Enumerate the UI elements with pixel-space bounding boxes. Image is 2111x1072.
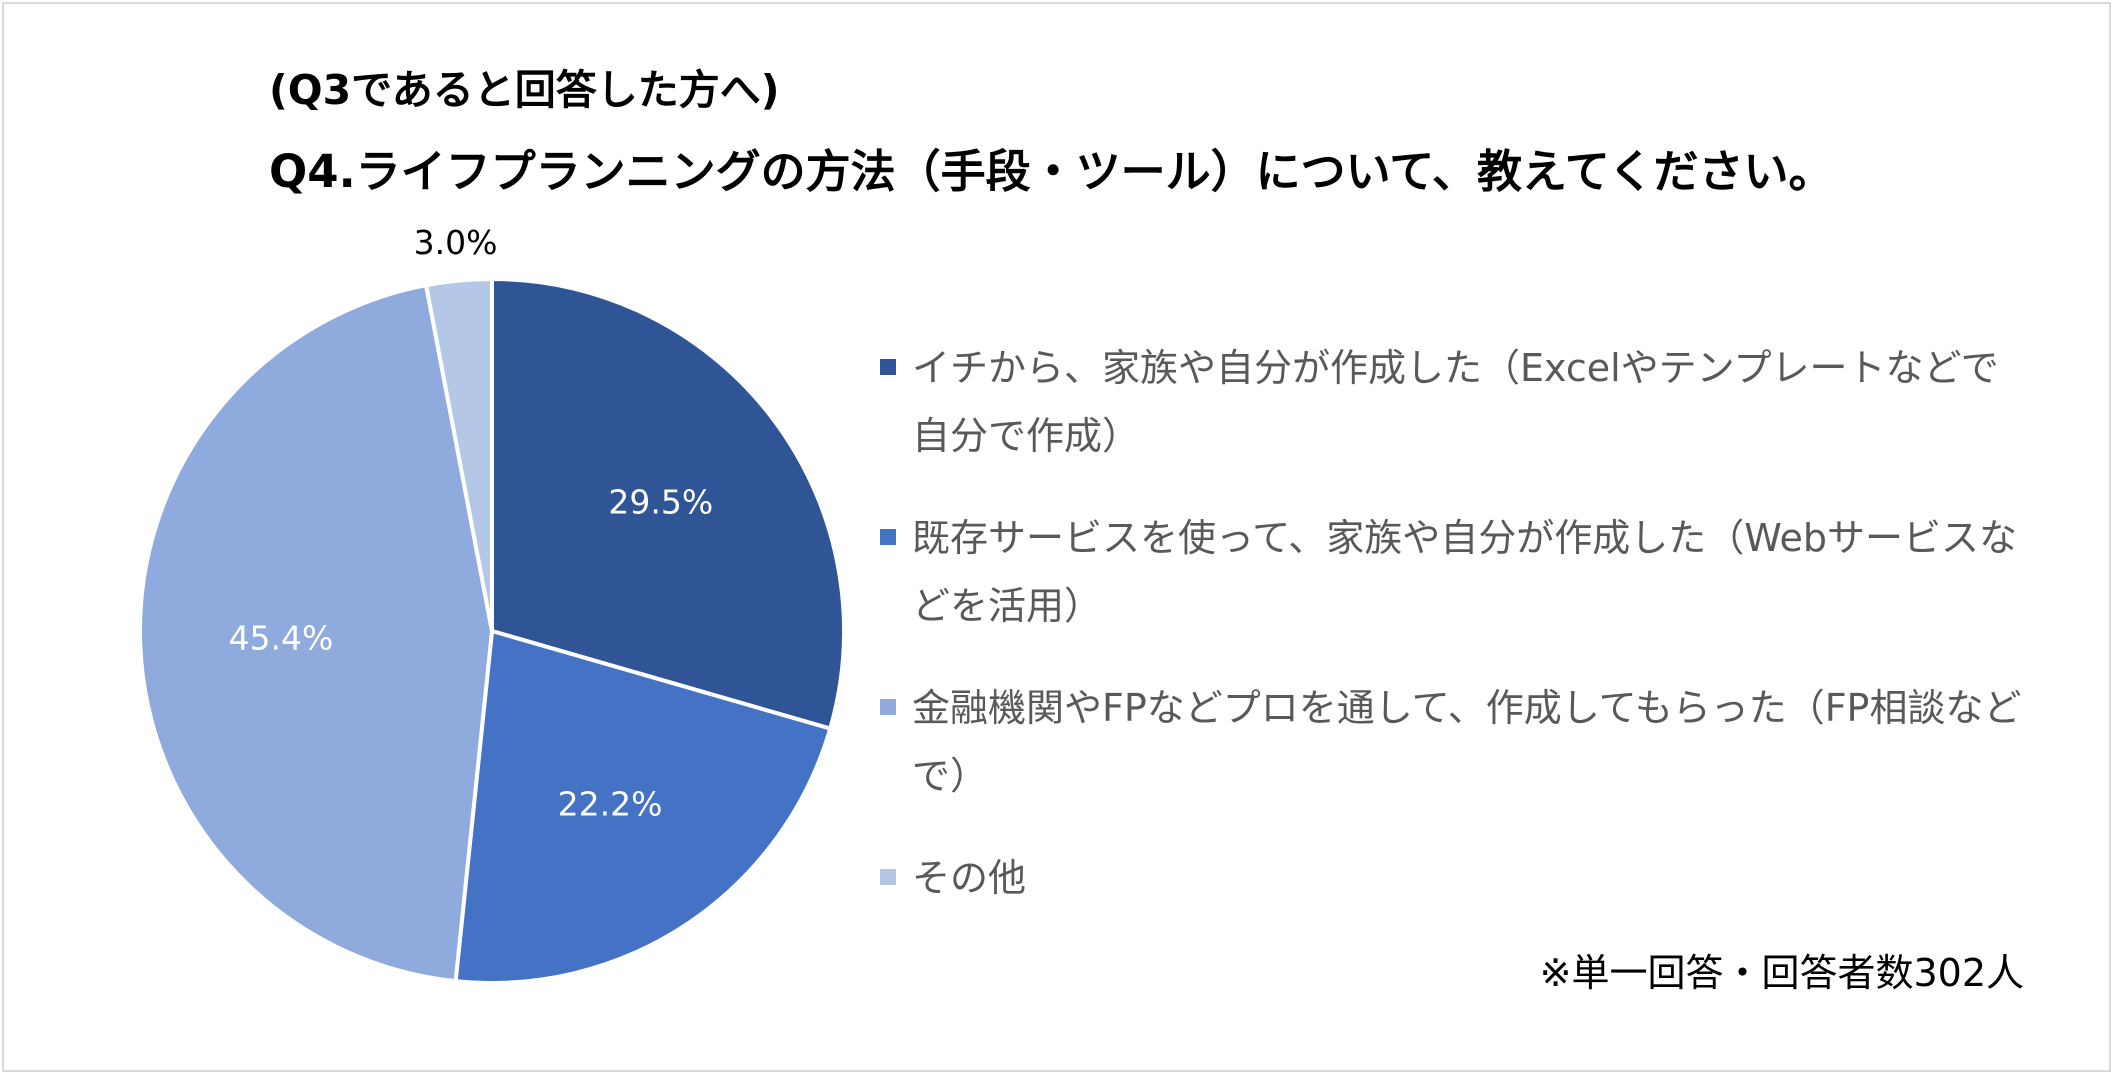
data-label: 29.5%: [608, 483, 713, 522]
data-label: 3.0%: [414, 223, 498, 262]
footnote: ※単一回答・回答者数302人: [1539, 951, 2024, 995]
legend-item: 金融機関やFPなどプロを通して、作成してもらった（FP相談などで）: [874, 674, 2034, 810]
chart-title: (Q3であると回答した方へ): [269, 66, 780, 114]
legend-item: 既存サービスを使って、家族や自分が作成した（Webサービスなどを活用）: [874, 504, 2034, 640]
legend: イチから、家族や自分が作成した（Excelやテンプレートなどで自分で作成） 既存…: [874, 334, 2034, 946]
pie-slice: [424, 277, 494, 633]
chart-subtitle: Q4.ライフプランニングの方法（手段・ツール）について、教えてください。: [269, 145, 1834, 198]
legend-swatch: [880, 699, 896, 715]
legend-swatch: [880, 529, 896, 545]
legend-label: その他: [912, 856, 1027, 900]
data-label: 22.2%: [558, 785, 663, 824]
legend-label: イチから、家族や自分が作成した（Excelやテンプレートなどで自分で作成）: [912, 346, 1999, 458]
pie-chart: 29.5% 22.2% 45.4% 3.0%: [138, 223, 846, 985]
legend-swatch: [880, 869, 896, 885]
pie-slice: [138, 283, 494, 984]
legend-item: イチから、家族や自分が作成した（Excelやテンプレートなどで自分で作成）: [874, 334, 2034, 470]
pie-slice: [490, 277, 846, 731]
legend-label: 既存サービスを使って、家族や自分が作成した（Webサービスなどを活用）: [912, 516, 2018, 628]
legend-label: 金融機関やFPなどプロを通して、作成してもらった（FP相談などで）: [912, 686, 2022, 798]
legend-item: その他: [874, 844, 2034, 912]
data-label: 45.4%: [229, 618, 334, 657]
legend-swatch: [880, 359, 896, 375]
pie-slice: [453, 629, 833, 985]
